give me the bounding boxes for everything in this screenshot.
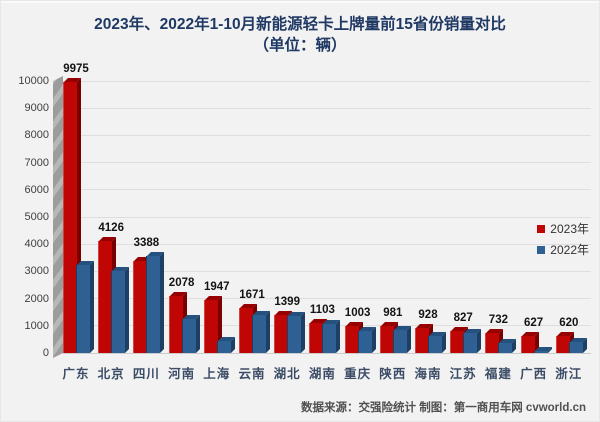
bar-2022-广东 (76, 264, 90, 353)
y-tick-label-5000: 5000 (24, 211, 49, 223)
chart-title-line1: 2023年、2022年1-10月新能源轻卡上牌量前15省份销量对比 (94, 16, 506, 33)
bar-2023-陕西 (379, 326, 394, 353)
bar-2022-海南 (428, 335, 442, 353)
gridline-6000 (63, 189, 591, 191)
value-label-云南: 1671 (239, 288, 265, 301)
legend-swatch-2023 (537, 224, 546, 233)
bar-2023-浙江 (555, 336, 570, 353)
x-axis-label-浙江: 浙江 (555, 367, 583, 381)
bar-2022-上海 (216, 340, 231, 353)
bar-2022-河南 (181, 319, 196, 353)
x-axis-label-上海: 上海 (203, 367, 231, 381)
value-label-湖北: 1399 (274, 295, 300, 308)
x-axis-label-河南: 河南 (168, 367, 196, 381)
x-axis-label-广东: 广东 (62, 367, 90, 381)
bar-2022-湖南 (322, 323, 337, 353)
bar-2023-湖南 (309, 323, 324, 353)
gridline-5000 (63, 216, 591, 218)
value-label-浙江: 620 (559, 317, 579, 330)
value-label-四川: 3388 (133, 237, 160, 250)
y-tick-label-7000: 7000 (24, 156, 49, 169)
value-label-湖南: 1103 (309, 304, 335, 316)
bar-2023-河南 (168, 296, 183, 353)
bar-2023-广东 (63, 81, 77, 353)
bar-2022-广西 (533, 350, 548, 353)
gridline-9000 (63, 107, 591, 109)
value-label-河南: 2078 (168, 277, 195, 290)
value-label-上海: 1947 (204, 281, 230, 294)
gridline-7000 (63, 162, 591, 164)
value-label-广东: 9975 (63, 62, 89, 75)
gridline-4000 (63, 243, 591, 245)
y-tick-label-10000: 10000 (18, 75, 49, 87)
source-note: 数据来源：交强险统计 制图：第一商用车网 cvworld.cn (301, 402, 586, 414)
legend-swatch-2022 (537, 245, 546, 254)
bar-2023-四川 (133, 260, 148, 353)
x-axis-label-北京: 北京 (97, 367, 125, 381)
bar-2023-云南 (239, 307, 253, 353)
legend-label-2023: 2023年 (550, 222, 589, 236)
x-axis-label-广西: 广西 (520, 367, 548, 381)
x-axis-label-云南: 云南 (238, 367, 266, 381)
bar-2022-浙江 (568, 341, 583, 353)
value-label-海南: 928 (418, 308, 438, 321)
legend-label-2022: 2022年 (550, 243, 589, 257)
bar-2023-重庆 (344, 325, 359, 353)
bar-2023-海南 (415, 327, 429, 353)
plot-area: 9975 广东 4126 北京 3388 四川 2078 河南 1947 上海 1671 云南 1399… (62, 63, 591, 381)
bar-2022-云南 (252, 314, 266, 353)
wall-3d (53, 76, 63, 358)
bar-2023-上海 (203, 300, 218, 353)
bar-2022-湖北 (287, 316, 302, 353)
value-label-北京: 4126 (98, 221, 124, 234)
gridline-3000 (63, 270, 591, 272)
value-label-重庆: 1003 (344, 306, 371, 319)
legend-item-2023: 2023年 (537, 218, 589, 239)
bar-2022-重庆 (357, 331, 372, 353)
x-axis-label-湖北: 湖北 (273, 367, 301, 381)
bar-2022-陕西 (392, 329, 407, 353)
legend-item-2022: 2022年 (537, 239, 589, 260)
y-axis: 0 1000 2000 3000 4000 5000 6000 7000 8000 9000 100… (1, 75, 49, 359)
y-tick-label-4000: 4000 (24, 238, 49, 251)
x-axis-label-重庆: 重庆 (344, 367, 372, 381)
y-tick-label-6000: 6000 (24, 183, 49, 196)
gridline-10000 (63, 80, 591, 82)
x-axis-label-江苏: 江苏 (449, 367, 477, 381)
chart-title-line2: （单位：辆） (253, 37, 347, 54)
legend: 2023年 2022年 (537, 218, 589, 260)
gridline-2000 (63, 298, 591, 300)
y-tick-label-2000: 2000 (24, 292, 49, 305)
x-axis-label-福建: 福建 (484, 367, 512, 381)
bar-2022-福建 (498, 343, 513, 353)
bar-2023-江苏 (450, 330, 465, 353)
y-tick-label-1000: 1000 (24, 319, 49, 332)
bar-2022-北京 (111, 271, 126, 353)
x-axis-label-湖南: 湖南 (308, 367, 336, 381)
bar-2022-四川 (146, 256, 161, 353)
bar-2022-江苏 (463, 333, 478, 353)
bar-2023-北京 (98, 240, 113, 353)
value-label-陕西: 981 (383, 307, 403, 320)
x-axis-label-四川: 四川 (132, 367, 160, 381)
y-tick-label-0: 0 (42, 347, 49, 359)
bar-2023-福建 (485, 333, 500, 353)
value-label-广西: 627 (524, 316, 544, 329)
y-tick-label-9000: 9000 (24, 102, 49, 115)
y-tick-label-8000: 8000 (24, 129, 49, 142)
x-axis-label-陕西: 陕西 (379, 367, 407, 381)
value-label-江苏: 827 (453, 311, 473, 324)
gridline-0 (63, 352, 591, 354)
chart-title: 2023年、2022年1-10月新能源轻卡上牌量前15省份销量对比 （单位：辆） (1, 14, 599, 56)
y-tick-label-3000: 3000 (24, 265, 49, 278)
bar-2023-湖北 (274, 314, 289, 353)
bar-2023-广西 (520, 335, 535, 353)
gridline-8000 (63, 134, 591, 136)
x-axis-label-海南: 海南 (414, 367, 442, 381)
value-label-福建: 732 (488, 314, 508, 327)
